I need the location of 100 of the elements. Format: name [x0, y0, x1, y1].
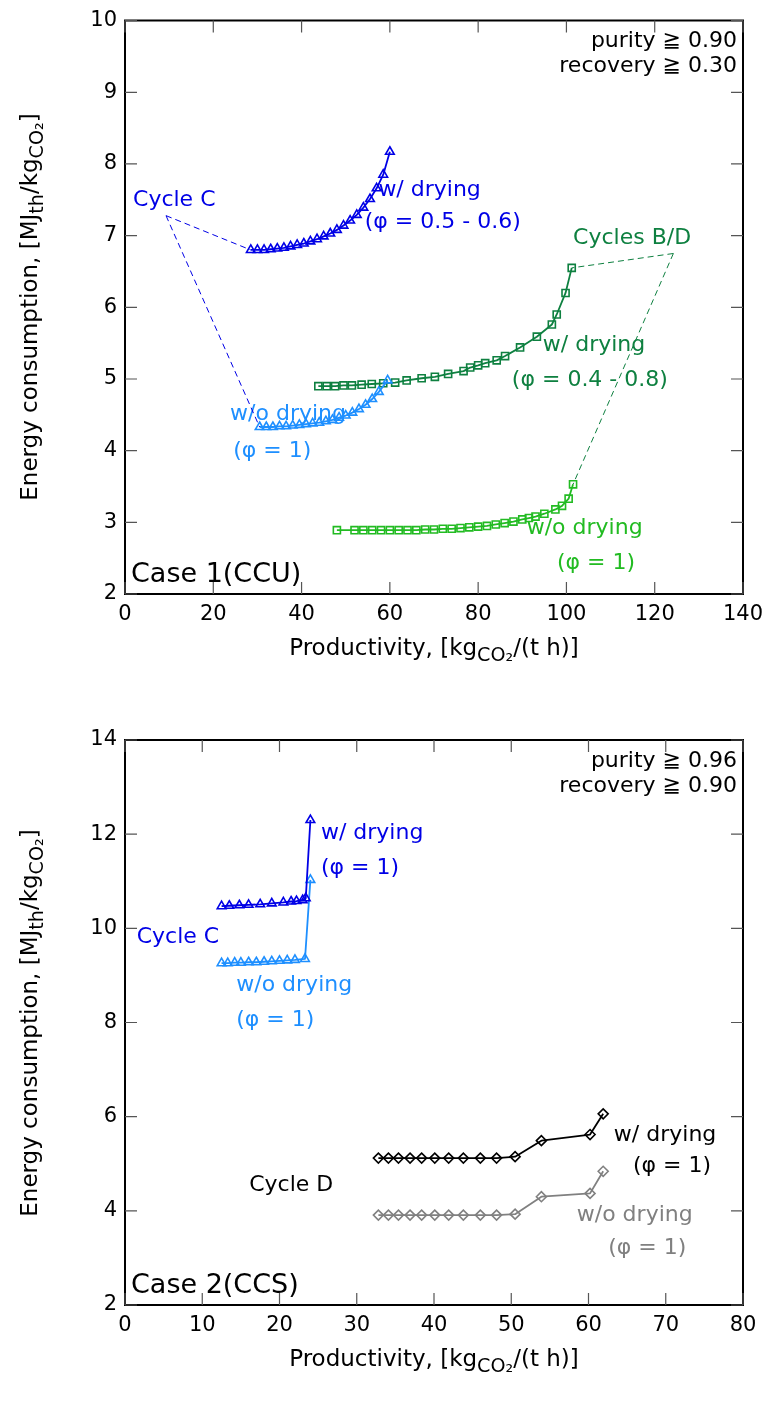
annotation: (φ = 1) [556, 548, 636, 574]
point [298, 237, 309, 247]
point [251, 956, 262, 966]
point [278, 242, 290, 252]
point [255, 898, 266, 908]
point [480, 358, 490, 368]
x-tick-label: 30 [343, 1312, 371, 1337]
y-tick-label: 8 [103, 1008, 117, 1033]
annotation: (φ = 1) [608, 1233, 687, 1259]
point [243, 956, 254, 966]
point [332, 525, 342, 535]
point [420, 525, 430, 534]
point [376, 525, 386, 535]
point [235, 956, 247, 966]
point [392, 1152, 405, 1164]
point [442, 1152, 455, 1164]
point [567, 263, 577, 273]
point [285, 895, 297, 905]
point [331, 224, 343, 234]
point [464, 523, 474, 532]
point [551, 505, 560, 514]
point [216, 900, 227, 910]
y-tick-label: 2 [103, 1291, 117, 1316]
x-tick-label: 60 [575, 1312, 602, 1337]
y-tick-label: 5 [103, 365, 117, 390]
point [457, 1209, 470, 1221]
point [535, 1134, 548, 1147]
x-axis-title: Productivity, [kg$_{CO₂}$/(t h)] [288, 634, 580, 666]
point [509, 1150, 521, 1163]
point [390, 378, 400, 387]
y-tick-label: 12 [90, 820, 117, 845]
annotation: recovery ≧ 0.30 [559, 52, 737, 78]
point [357, 380, 366, 390]
point [459, 366, 468, 376]
point [267, 421, 279, 431]
point [412, 525, 421, 535]
point [330, 381, 340, 391]
annotation: Cycle C [136, 922, 220, 948]
point [428, 1209, 441, 1221]
point [252, 244, 263, 254]
point [224, 899, 235, 910]
x-tick-label: 80 [464, 601, 492, 626]
x-tick-label: 0 [118, 1312, 132, 1337]
point [403, 525, 412, 535]
point [292, 239, 303, 249]
point [318, 230, 329, 240]
x-tick-label: 20 [199, 601, 227, 626]
annotation: purity ≧ 0.96 [590, 746, 737, 772]
point [353, 403, 365, 413]
point [404, 1152, 416, 1164]
point [597, 1165, 609, 1178]
point [584, 1187, 596, 1200]
point [258, 955, 270, 966]
point [325, 227, 336, 237]
annotation: (φ = 1) [233, 436, 312, 462]
point [378, 378, 388, 388]
point [229, 956, 240, 966]
point [517, 515, 527, 524]
point [384, 145, 395, 156]
point [258, 244, 270, 254]
point [261, 421, 272, 431]
point [490, 1152, 503, 1164]
point [243, 898, 254, 909]
point [367, 379, 377, 389]
x-tick-label: 20 [266, 1312, 293, 1337]
point [265, 243, 276, 253]
x-tick-label: 70 [652, 1312, 680, 1337]
annotation: (φ = 1) [633, 1151, 712, 1177]
point [547, 320, 557, 329]
point [492, 356, 502, 365]
point [266, 897, 277, 907]
point [345, 214, 356, 224]
x-tick-label: 100 [546, 601, 587, 626]
point [532, 332, 542, 342]
point [266, 955, 277, 965]
point [372, 1152, 385, 1164]
point [382, 1209, 395, 1221]
point [291, 895, 302, 905]
point [364, 193, 376, 203]
point [584, 1128, 596, 1141]
point [234, 899, 245, 909]
point [402, 376, 411, 385]
point [535, 1190, 548, 1203]
point [367, 393, 378, 403]
y-tick-label: 14 [90, 726, 117, 751]
point [509, 1208, 521, 1220]
y-tick-label: 8 [103, 150, 117, 175]
point [404, 1209, 416, 1221]
point [254, 421, 265, 431]
point [347, 406, 358, 416]
point [285, 240, 296, 250]
point [372, 1209, 385, 1221]
y-tick-label: 3 [103, 508, 117, 533]
x-tick-label: 10 [188, 1312, 216, 1337]
annotation: purity ≧ 0.90 [590, 27, 737, 53]
point [442, 1209, 455, 1221]
point [509, 517, 518, 526]
point [339, 381, 348, 390]
annotation: recovery ≧ 0.90 [559, 771, 737, 797]
annotation: (φ = 0.5 - 0.6) [364, 208, 521, 234]
